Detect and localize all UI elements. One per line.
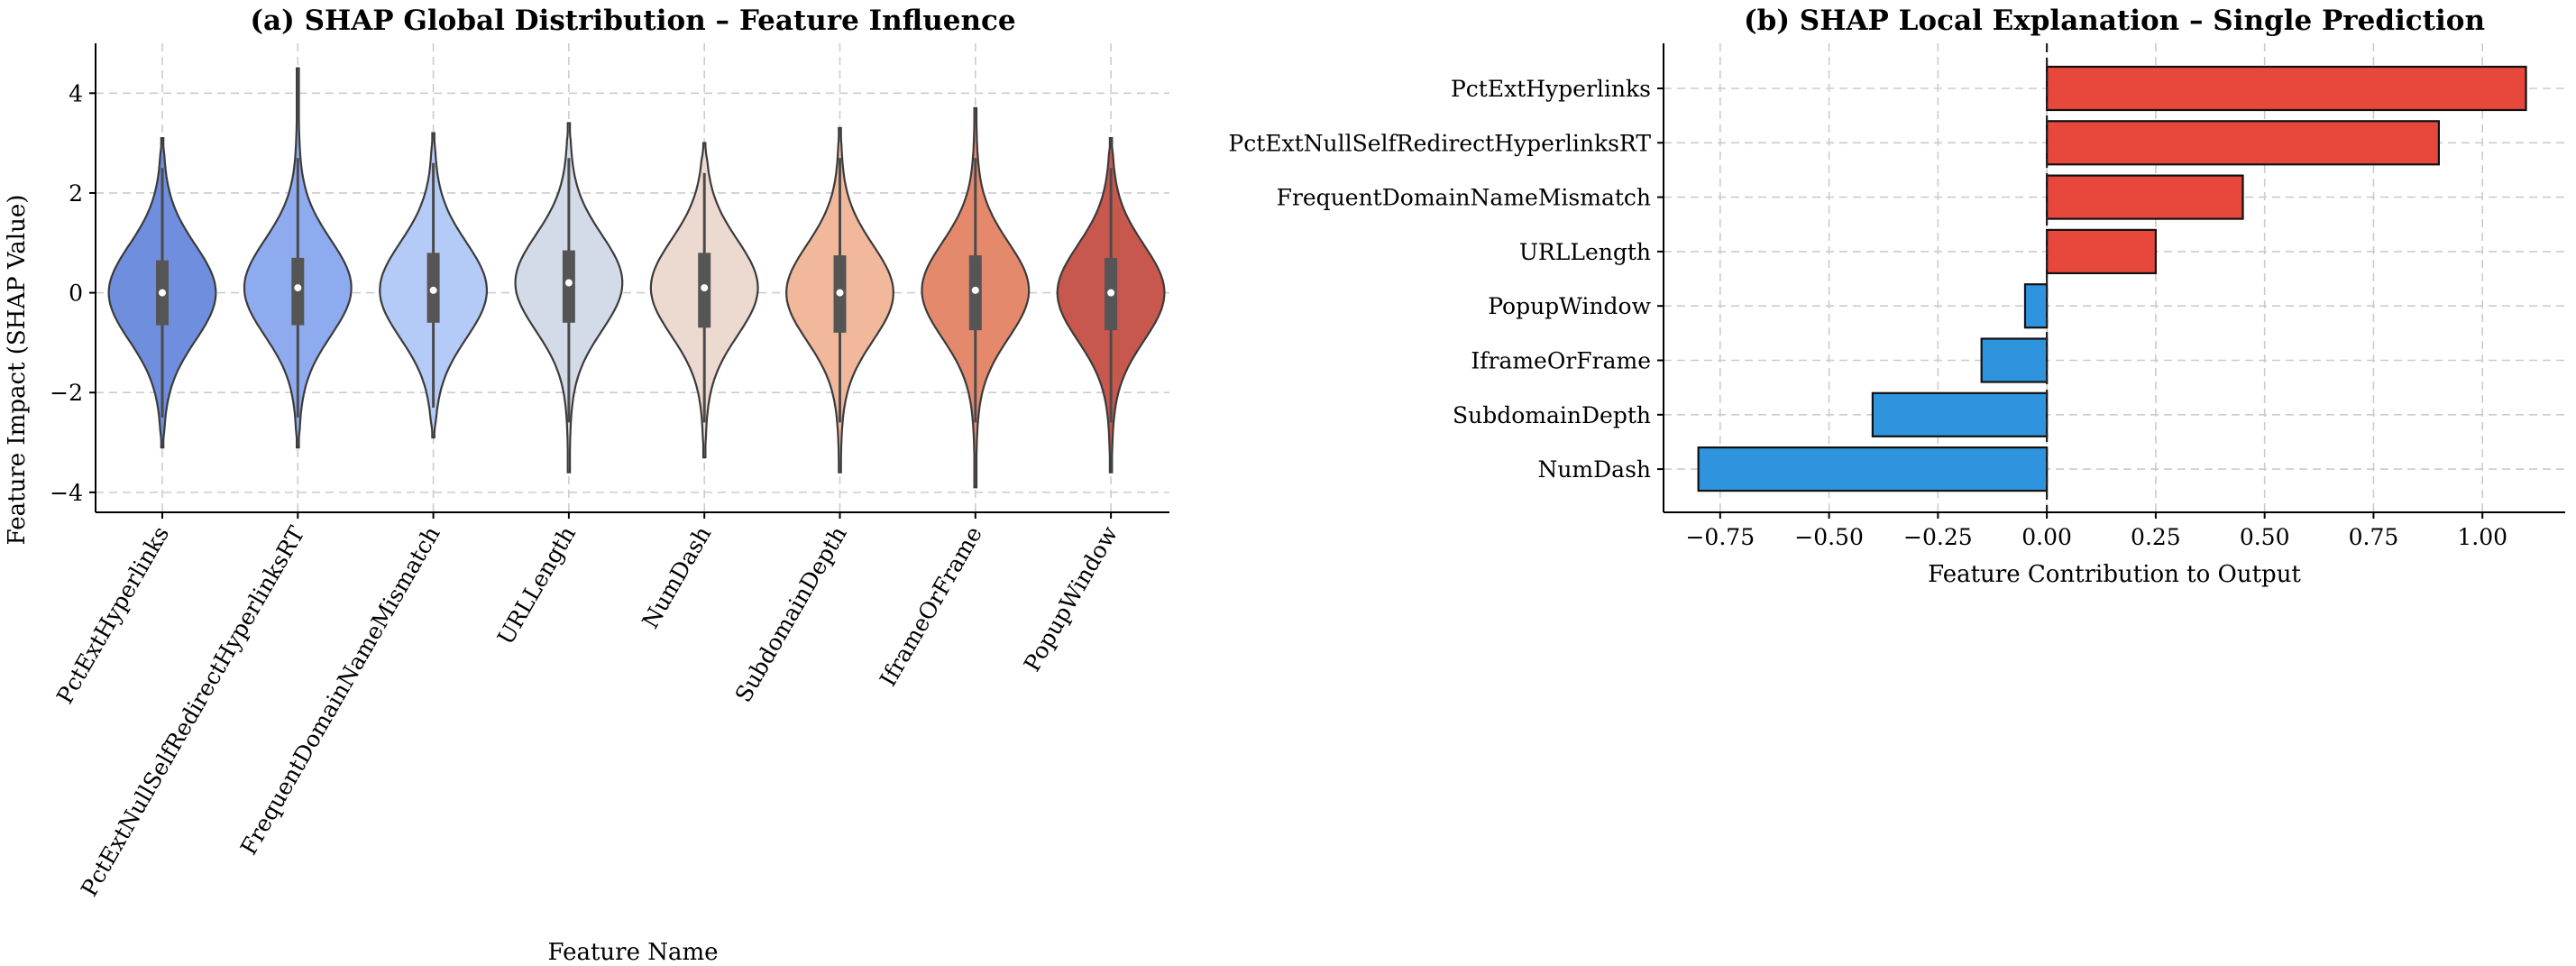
x-tick-label: IframeOrFrame (875, 522, 987, 691)
x-tick-label: −0.25 (1903, 524, 1973, 550)
x-tick-label: PctExtHyperlinks (51, 522, 174, 709)
bar-x-axis-label: Feature Contribution to Output (1928, 561, 2301, 588)
contribution-bar (2023, 283, 2049, 329)
y-tick-label: 2 (69, 180, 83, 207)
contribution-bar (2046, 174, 2244, 220)
x-tick-label: URLLength (492, 522, 581, 649)
y-tick-label: SubdomainDepth (1453, 402, 1651, 428)
y-tick-label: URLLength (1519, 239, 1651, 265)
bar-chart-title: (b) SHAP Local Explanation – Single Pred… (1744, 5, 2485, 37)
violin-median-marker (159, 289, 166, 297)
x-tick-label: −0.75 (1685, 524, 1755, 550)
violin-median-marker (564, 279, 573, 287)
violin-chart-title: (a) SHAP Global Distribution – Feature I… (250, 5, 1015, 37)
x-tick-label: 0.50 (2240, 524, 2290, 550)
violin-series (107, 67, 1166, 489)
violin-iqr-box (562, 250, 575, 323)
contribution-bar (2046, 65, 2527, 112)
violin-y-axis-label: Feature Impact (SHAP Value) (4, 195, 31, 546)
x-tick-label: PctExtNullSelfRedirectHyperlinksRT (76, 521, 310, 901)
y-tick-label: PopupWindow (1488, 293, 1651, 319)
x-tick-label: 1.00 (2457, 524, 2507, 550)
x-tick-label: NumDash (637, 522, 717, 633)
y-tick-label: 4 (69, 80, 83, 106)
x-tick-label: 0.75 (2349, 524, 2399, 550)
x-tick-label: PopupWindow (1019, 521, 1123, 676)
violin-axes: −4 −2 0 2 4 PctExtHyperlinksPctExtNullSelfRed… (50, 43, 1169, 901)
violin-median-marker (429, 286, 437, 294)
contribution-bar (1871, 391, 2049, 437)
contribution-bar (1697, 446, 2049, 492)
x-tick-label: 0.25 (2131, 524, 2181, 550)
violin-chart: (a) SHAP Global Distribution – Feature I… (4, 5, 1169, 966)
bar-chart: (b) SHAP Local Explanation – Single Pred… (1228, 5, 2565, 588)
bar-gridlines (1664, 43, 2565, 512)
violin-median-marker (701, 284, 709, 292)
violin-median-marker (294, 284, 302, 292)
contribution-bar (2046, 120, 2441, 166)
contribution-bar (2046, 228, 2157, 274)
y-tick-label: FrequentDomainNameMismatch (1277, 185, 1651, 211)
y-tick-label: −4 (50, 480, 83, 506)
y-tick-label: NumDash (1537, 456, 1651, 483)
y-tick-label: PctExtHyperlinks (1451, 76, 1651, 102)
contribution-bar (1980, 337, 2049, 383)
bar-series (1697, 43, 2527, 512)
violin-x-axis-label: Feature Name (547, 939, 718, 966)
x-tick-label: SubdomainDepth (730, 522, 852, 707)
violin-median-marker (971, 286, 979, 294)
x-tick-label: 0.00 (2021, 524, 2072, 550)
y-tick-label: 0 (69, 281, 83, 307)
violin-iqr-box (291, 257, 305, 326)
violin-median-marker (1107, 289, 1115, 297)
y-tick-label: −2 (50, 380, 83, 406)
bar-axes: −0.75 −0.50 −0.25 0.00 0.25 0.50 0.75 1.00 PctEx… (1228, 43, 2565, 550)
y-tick-label: IframeOrFrame (1471, 348, 1651, 374)
violin-median-marker (836, 289, 844, 297)
x-tick-label: −0.50 (1794, 524, 1864, 550)
y-tick-label: PctExtNullSelfRedirectHyperlinksRT (1228, 130, 1651, 156)
